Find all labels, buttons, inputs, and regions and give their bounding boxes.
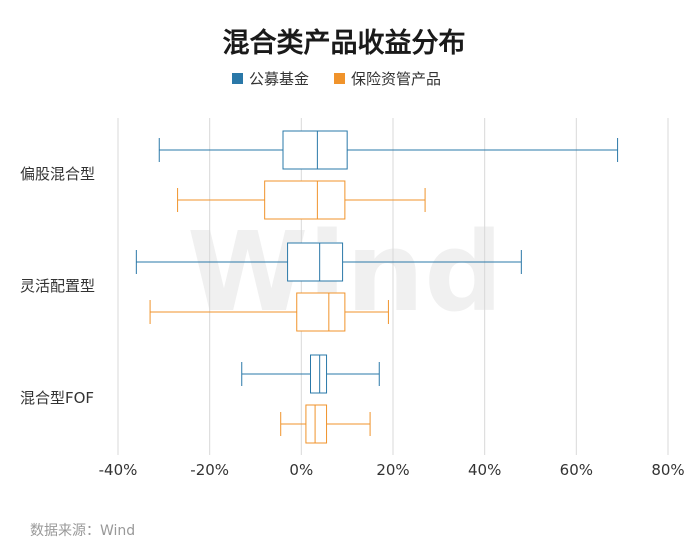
legend-label: 保险资管产品 [351,70,441,88]
source-note: 数据来源：Wind [30,523,135,539]
box-plot [241,354,380,394]
x-tick-label: 80% [651,461,684,479]
box-plot [177,180,426,220]
chart-title: 混合类产品收益分布 [223,27,466,59]
x-tick-label: -20% [190,461,229,479]
box-iqr [287,242,344,282]
grid [117,118,669,455]
x-tick-label: 40% [468,461,501,479]
box-plot [280,404,371,444]
x-axis-ticks: -40% -20% 0% 20% 40% 60% 80% [99,461,685,479]
box-iqr [264,180,346,220]
box-iqr [305,404,328,444]
box-plot [135,242,522,282]
legend: 公募基金 保险资管产品 [232,70,441,88]
box-iqr [282,130,348,170]
category-label: 偏股混合型 [20,165,95,183]
box-plot [149,292,389,332]
box-iqr [296,292,346,332]
category-label: 混合型FOF [20,389,94,407]
box-iqr [310,354,328,394]
box-plots [135,130,619,444]
legend-swatch [334,73,345,84]
x-tick-label: 0% [289,461,313,479]
legend-swatch [232,73,243,84]
box-plot [158,130,619,170]
x-tick-label: 60% [560,461,593,479]
x-tick-label: -40% [99,461,138,479]
category-label: 灵活配置型 [20,277,95,295]
legend-label: 公募基金 [249,70,309,88]
x-tick-label: 20% [376,461,409,479]
